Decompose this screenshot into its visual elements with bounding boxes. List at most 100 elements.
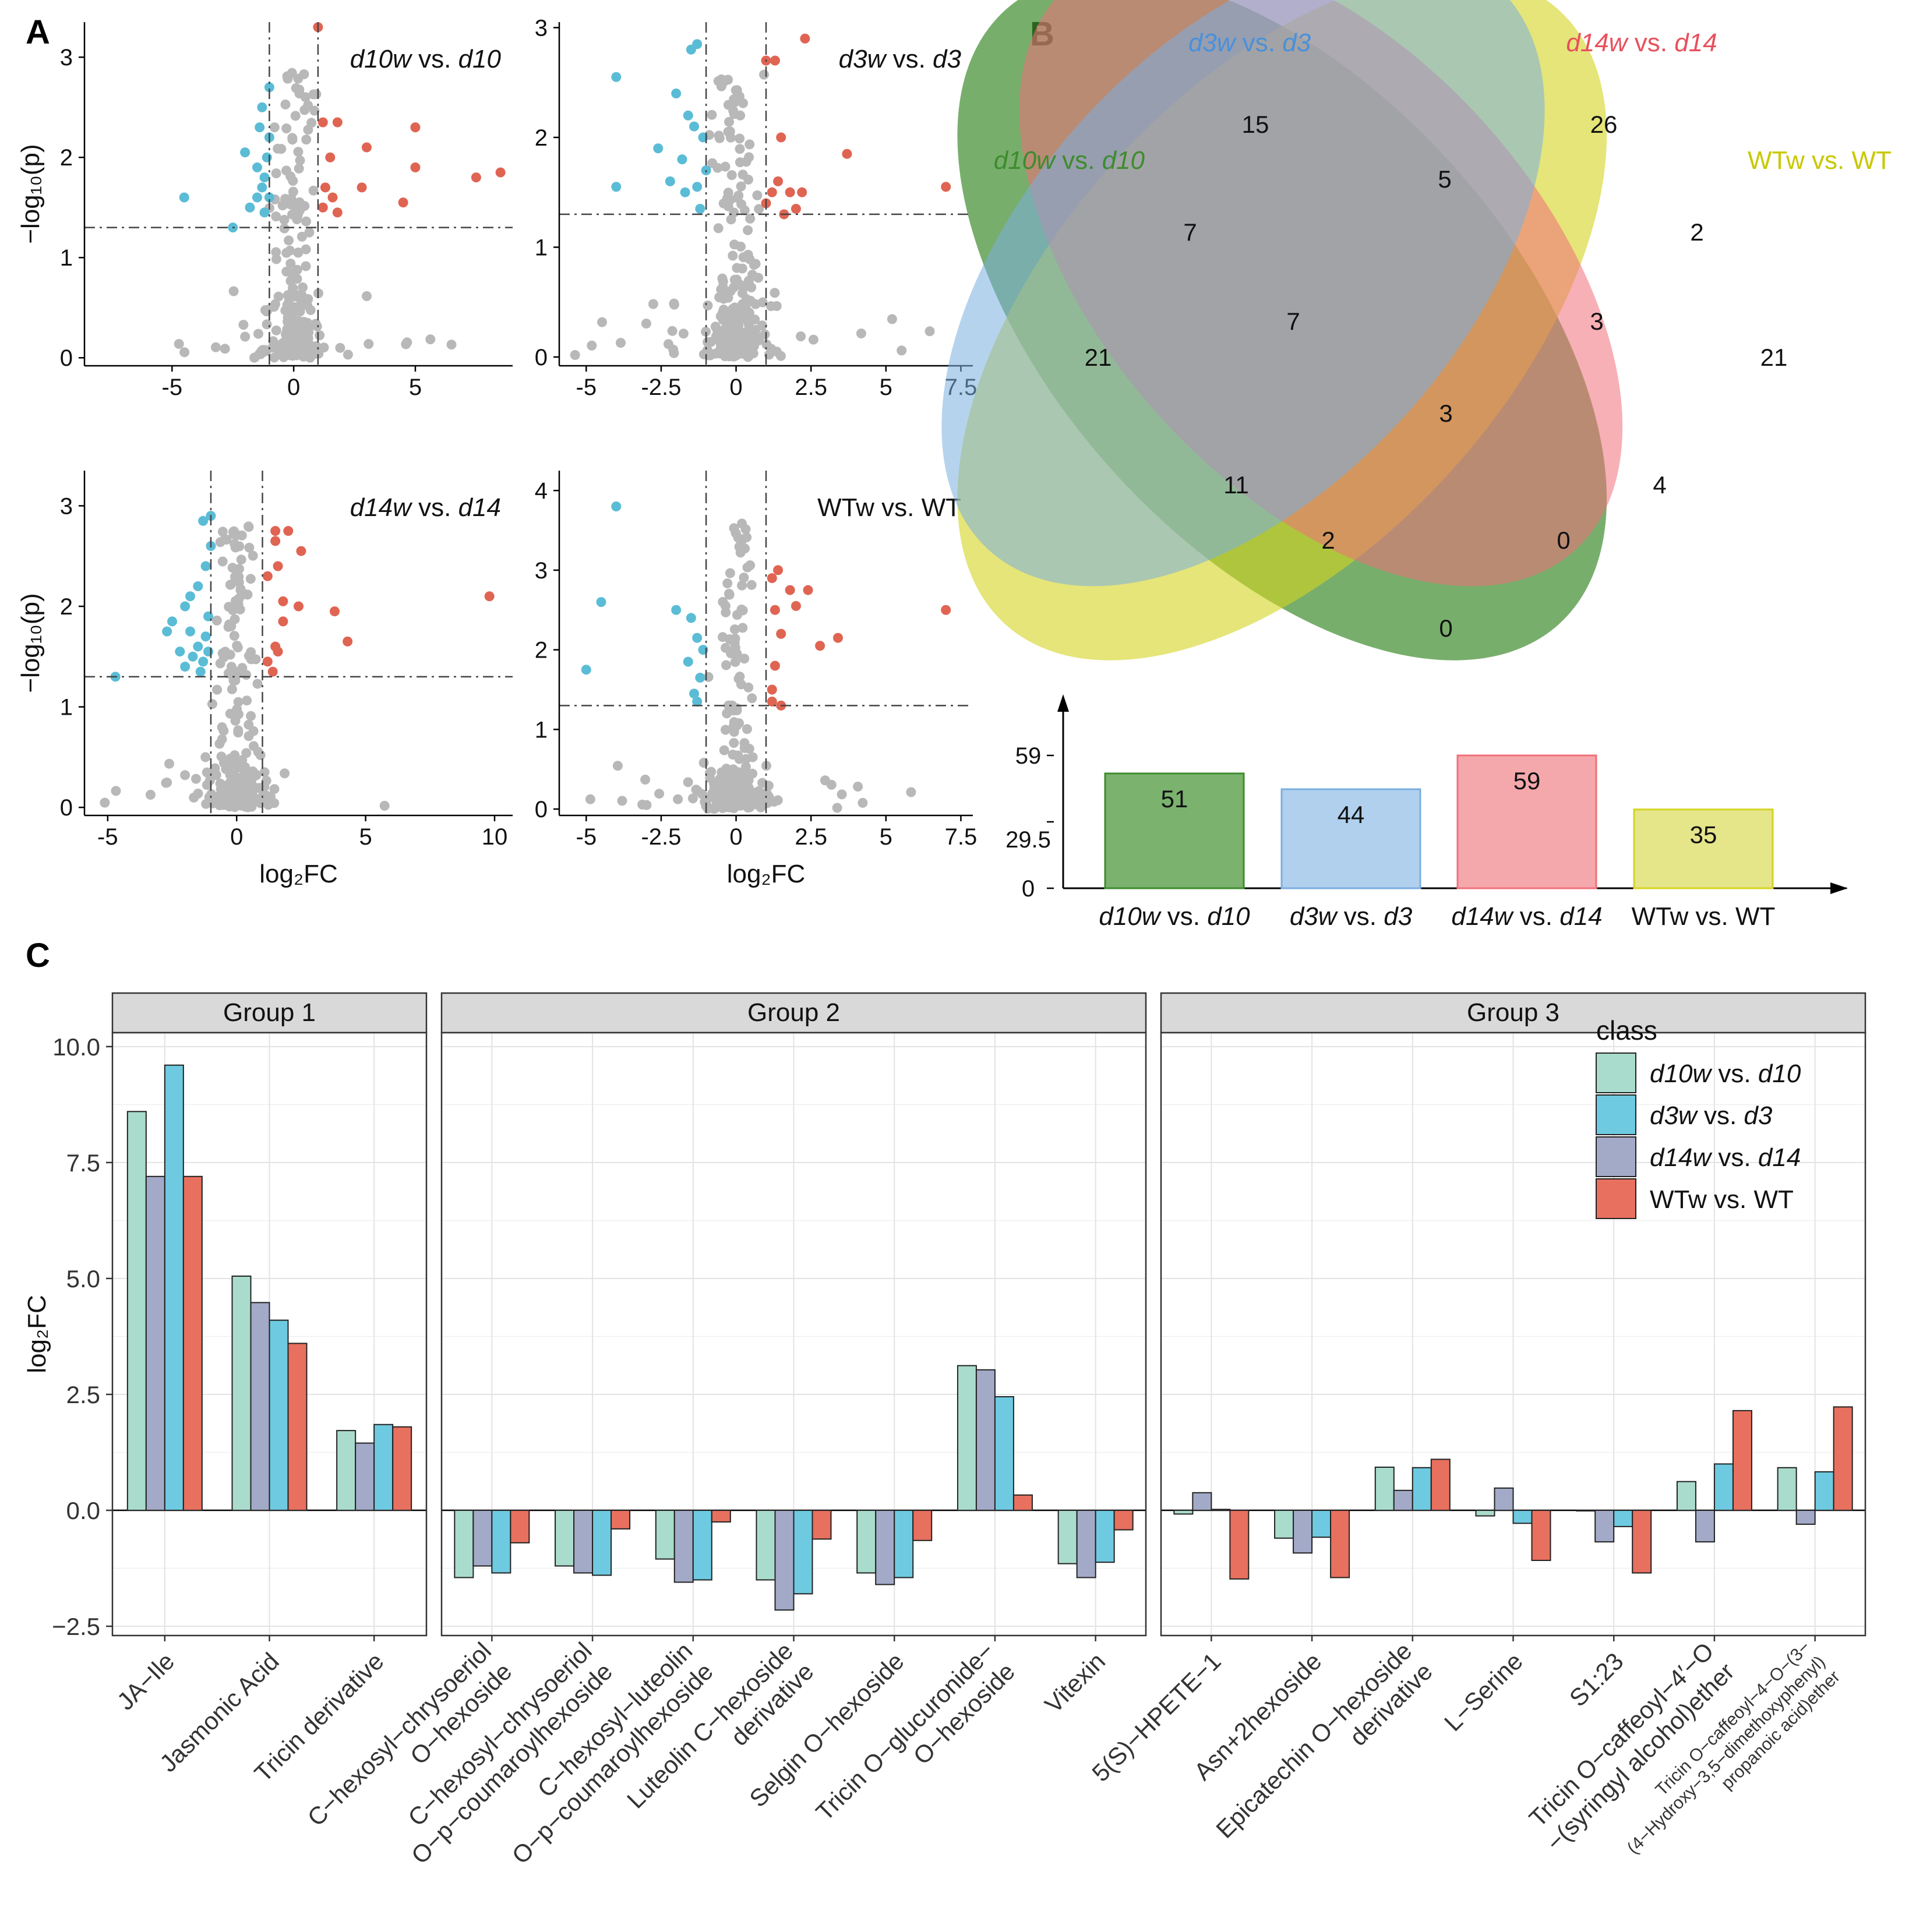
- y-axis-title: −log₁₀(p): [16, 144, 45, 243]
- point-ns: [616, 338, 626, 348]
- point-ns: [853, 782, 863, 792]
- point-up: [803, 585, 813, 595]
- point-ns: [906, 787, 916, 797]
- point-ns: [641, 319, 651, 329]
- point-up: [484, 591, 495, 602]
- point-ns: [248, 550, 258, 561]
- bar-series-2: [1594, 1510, 1615, 1543]
- point-up: [770, 55, 780, 66]
- point-up: [941, 182, 951, 192]
- bar-series-1: [994, 1396, 1014, 1511]
- point-ns: [750, 299, 761, 309]
- point-ns: [271, 168, 281, 179]
- bar-series-0: [231, 1275, 252, 1511]
- point-down: [179, 192, 189, 203]
- point-ns: [732, 263, 742, 273]
- point-ns: [233, 727, 244, 738]
- bar-series-2: [774, 1510, 795, 1611]
- venn-region-count: 15: [1242, 111, 1269, 138]
- point-ns: [729, 727, 739, 737]
- point-up: [776, 132, 786, 143]
- point-up: [773, 565, 784, 575]
- y-tick-label: −2.5: [52, 1613, 100, 1640]
- point-ns: [587, 340, 597, 351]
- x-tick-label: 5: [409, 375, 422, 400]
- point-ns: [285, 259, 296, 269]
- point-ns: [309, 105, 320, 116]
- y-tick-label: 5.0: [66, 1265, 100, 1292]
- bar-series-3: [287, 1343, 308, 1511]
- legend-label-part: d3w: [1650, 1101, 1699, 1130]
- bar-series-0: [1475, 1510, 1495, 1517]
- point-ns: [721, 660, 731, 670]
- point-ns: [305, 305, 316, 315]
- y-tick-label: 0.0: [66, 1497, 100, 1524]
- bar-series-3: [1531, 1510, 1551, 1562]
- point-ns: [145, 790, 156, 800]
- point-ns: [887, 314, 897, 324]
- point-ns: [294, 301, 305, 311]
- legend-label-part: d10: [1758, 1059, 1801, 1088]
- y-axis-arrow: [1057, 694, 1069, 712]
- venn-region-count: 26: [1590, 111, 1618, 138]
- point-down: [686, 613, 696, 623]
- point-ns: [729, 717, 739, 727]
- bar-series-3: [1113, 1510, 1134, 1531]
- point-down: [677, 154, 687, 165]
- point-ns: [744, 139, 755, 150]
- point-ns: [747, 768, 758, 779]
- point-ns: [319, 342, 329, 353]
- point-down: [686, 44, 696, 55]
- point-ns: [229, 631, 239, 641]
- point-ns: [271, 211, 281, 222]
- bar-series-0: [856, 1510, 877, 1574]
- point-ns: [719, 745, 729, 755]
- point-down: [198, 515, 209, 526]
- y-axis-title: log₂FC: [23, 1295, 51, 1373]
- point-down: [185, 626, 196, 637]
- bar-series-3: [1430, 1458, 1451, 1511]
- y-tick-label: 0: [535, 797, 548, 822]
- point-ns: [311, 89, 322, 100]
- legend-label-part: d3: [1744, 1101, 1772, 1130]
- point-ns: [750, 315, 760, 325]
- point-ns: [232, 704, 242, 715]
- bar-series-0: [957, 1365, 977, 1511]
- point-ns: [244, 522, 254, 532]
- point-ns: [707, 110, 717, 120]
- point-up: [770, 605, 780, 615]
- bar-series-3: [1732, 1410, 1752, 1511]
- bar-series-3: [912, 1510, 933, 1541]
- point-up: [278, 596, 288, 606]
- point-ns: [294, 197, 305, 207]
- bar-series-1: [793, 1510, 813, 1595]
- volcano-title-part: d10: [458, 45, 502, 73]
- point-ns: [305, 352, 315, 363]
- point-up: [785, 585, 795, 595]
- point-down: [264, 192, 274, 203]
- set-size-label: 51: [1161, 785, 1188, 813]
- point-ns: [225, 649, 235, 660]
- point-ns: [232, 789, 243, 799]
- bar-series-2: [1293, 1510, 1313, 1554]
- legend-label-part: vs.: [1711, 1059, 1758, 1088]
- point-ns: [743, 225, 753, 235]
- point-up: [332, 117, 343, 128]
- volcano-plot-4: -5 -2.5 0 2.5 5 7.5 0 1 2 3 4 WTw vs. WT log₂FC: [535, 471, 977, 888]
- set-size-category-part: vs.: [1688, 902, 1735, 931]
- point-down: [689, 688, 700, 699]
- y-tick-label: 0: [60, 345, 73, 371]
- bar-series-2: [250, 1302, 270, 1511]
- point-up: [785, 187, 795, 197]
- y-tick-label: 1: [535, 717, 548, 743]
- bar-series-2: [673, 1510, 694, 1583]
- bar-series-0: [1777, 1467, 1797, 1511]
- y-tick-label: 3: [60, 493, 73, 519]
- bar-series-1: [373, 1424, 394, 1511]
- set-size-category: d10w vs. d10: [1099, 902, 1250, 931]
- x-tick-label: 2.5: [795, 824, 827, 850]
- bar-series-3: [1833, 1406, 1853, 1511]
- point-up: [270, 526, 281, 536]
- point-ns: [766, 301, 777, 312]
- facet-strip: [440, 992, 1147, 1034]
